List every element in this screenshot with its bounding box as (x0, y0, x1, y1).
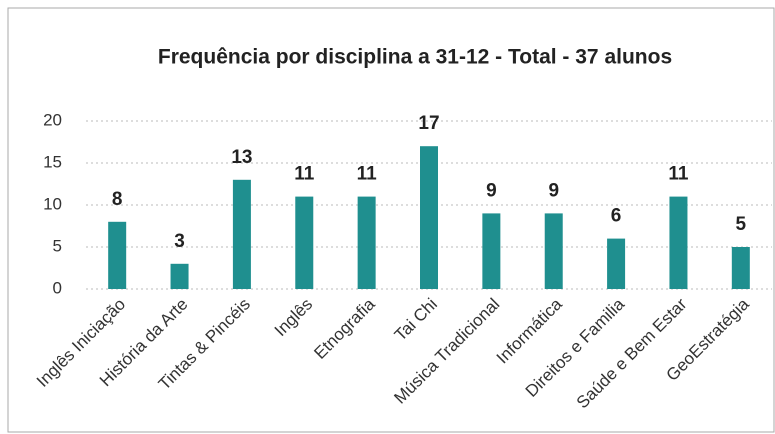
y-tick-label: 20 (43, 110, 62, 129)
chart-title: Frequência por disciplina a 31-12 - Tota… (158, 46, 672, 69)
data-label: 3 (174, 231, 185, 252)
y-tick-label: 0 (53, 278, 62, 297)
bar (232, 179, 251, 289)
data-label: 13 (231, 147, 252, 168)
y-tick-label: 10 (43, 194, 62, 213)
bar (607, 238, 626, 289)
data-label: 11 (294, 164, 315, 185)
data-label: 11 (668, 164, 689, 185)
data-label: 9 (486, 180, 497, 201)
data-label: 8 (112, 189, 123, 210)
bar (357, 196, 376, 289)
x-tick-label: Saúde e Bem Estar (573, 294, 691, 412)
data-label: 17 (418, 113, 439, 134)
data-label: 9 (548, 180, 559, 201)
bar (108, 221, 127, 289)
data-label: 6 (611, 206, 622, 227)
bar (420, 146, 438, 289)
x-tick-label: Música Tradicional (390, 295, 503, 408)
bar (170, 263, 189, 289)
data-label: 5 (736, 214, 747, 235)
y-tick-label: 5 (53, 236, 62, 255)
bar (544, 213, 563, 289)
bar (295, 196, 314, 289)
x-tick-label: Etnografia (310, 294, 379, 363)
x-tick-label: Inglês (271, 295, 317, 341)
bar (482, 213, 501, 289)
bar (669, 196, 688, 289)
bar (731, 247, 750, 289)
x-tick-label: Tai Chi (391, 295, 441, 345)
data-label: 11 (357, 164, 378, 185)
chart-border (7, 7, 775, 433)
y-tick-label: 15 (43, 152, 62, 171)
